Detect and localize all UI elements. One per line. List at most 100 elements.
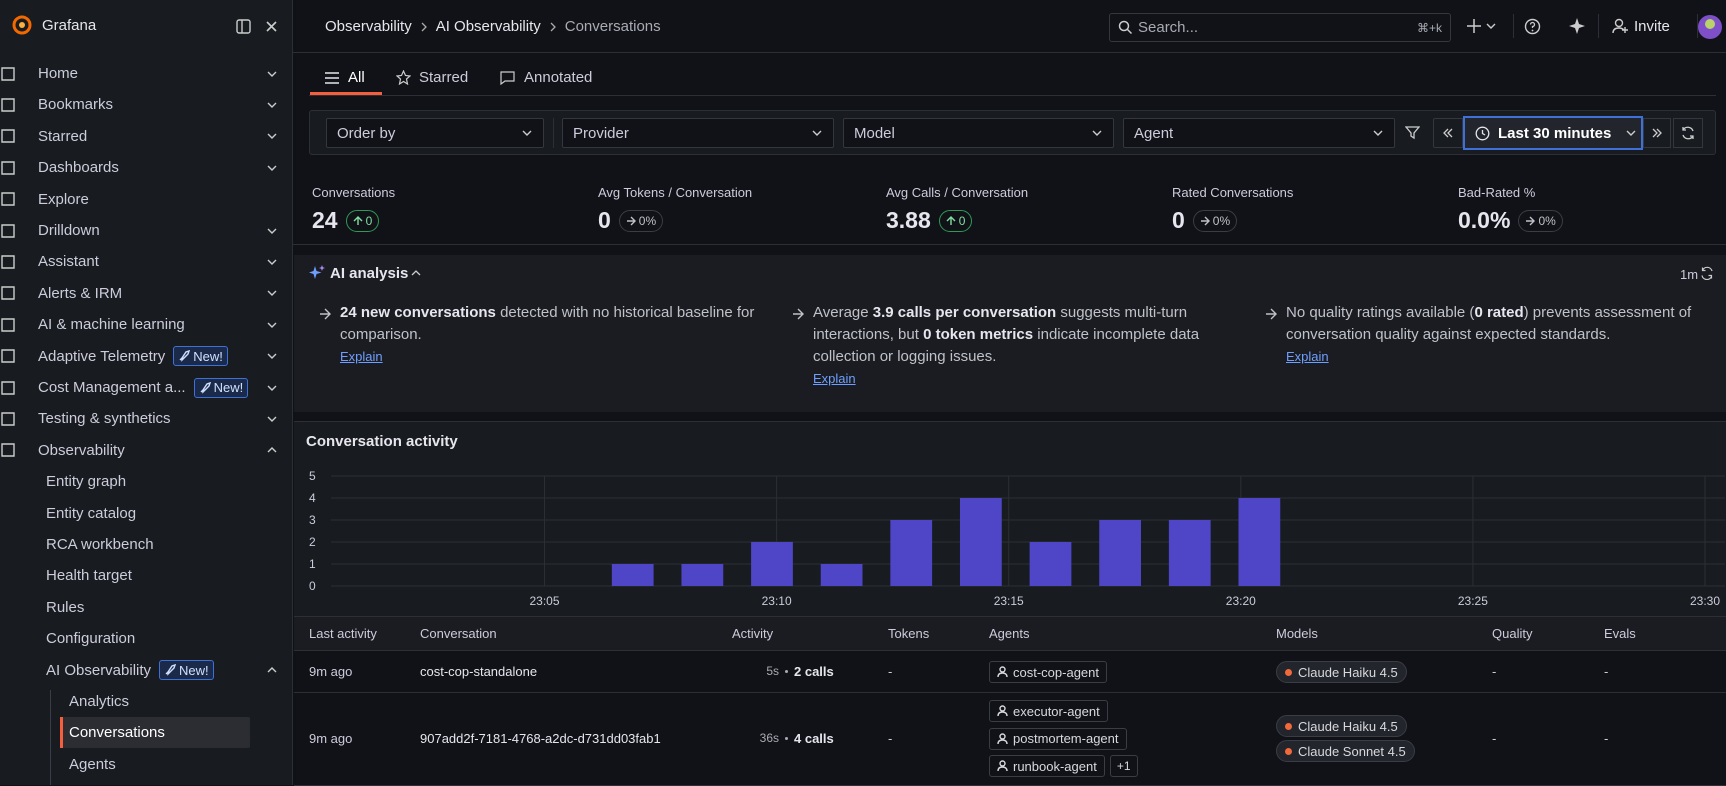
nav-label: AI Observability [46,661,152,679]
rocket-icon [200,381,211,394]
nav-item[interactable]: Explore [0,184,292,215]
nav-label: Health target [46,567,132,585]
ai-analysis-title[interactable]: AI analysis [330,265,409,282]
nav-item[interactable]: Analytics [0,686,292,717]
select-label: Agent [1134,124,1174,142]
agent-tag[interactable]: runbook-agent [989,755,1105,777]
nav-item[interactable]: Assistant [0,246,292,277]
chevron [1373,130,1383,136]
tab-icon [396,70,411,85]
separator [550,22,556,31]
time-picker[interactable]: Last 30 minutes [1463,116,1643,150]
search-box[interactable]: Search... ⌘+k [1109,13,1451,42]
calls: 4 calls [794,730,834,746]
nav-item[interactable]: Conversations [60,717,250,749]
badge: New! [159,660,214,681]
nav-item[interactable]: Alerts & IRM [0,278,292,309]
filter-button[interactable] [1405,125,1420,140]
refresh-analysis[interactable] [1700,266,1714,280]
avatar[interactable] [1697,14,1723,40]
nav-item[interactable]: Health target [0,560,292,591]
agent-tag[interactable]: executor-agent [989,700,1108,722]
shift-forward-button[interactable] [1643,118,1671,148]
nav-item[interactable]: Configuration [0,623,292,654]
y-tick-label: 2 [309,535,316,549]
refresh-button[interactable] [1673,118,1703,148]
nav-item[interactable]: Cost Management a... New! [0,372,292,403]
assistant-button[interactable] [1569,17,1587,35]
stat-value: 3.88 [886,207,931,233]
collapse-chevron[interactable] [411,268,421,278]
breadcrumb[interactable]: AI Observability [435,18,541,35]
chart-title: Conversation activity [306,433,458,450]
tab[interactable]: All [348,69,365,86]
nav-item[interactable]: Drilldown [0,215,292,246]
column-header: Quality [1492,626,1533,641]
bar [681,564,724,586]
agent-tag[interactable]: cost-cop-agent [989,661,1107,683]
stat-change: 0% [618,209,664,232]
shift-back-button[interactable] [1433,118,1463,148]
tab[interactable]: Annotated [524,69,593,86]
nav-item[interactable]: Bookmarks [0,89,292,120]
stat-label: Bad-Rated % [1458,185,1536,200]
evals: - [1604,664,1609,679]
nav-item[interactable]: Starred [0,121,292,152]
up-arrow [353,215,363,225]
icon-path [267,447,277,453]
nav-item[interactable]: AI Observability New! [0,655,292,686]
nav-icon [1,255,15,269]
x-tick-label: 23:25 [1458,594,1488,608]
right-arrow [1200,216,1210,225]
column-header: Activity [732,626,774,641]
model-select[interactable]: Model [843,118,1114,148]
invite-button[interactable]: Invite [1634,18,1670,35]
icon-path [179,350,191,362]
more-agents[interactable]: +1 [1109,755,1138,777]
nav-item[interactable]: Home [0,58,292,89]
bar [1168,520,1211,586]
explain-link[interactable]: Explain [813,371,856,386]
agent-tag[interactable]: postmortem-agent [989,727,1127,750]
new-button[interactable] [1467,17,1499,35]
nav-item[interactable]: Testing & synthetics [0,403,292,434]
conversation-id[interactable]: cost-cop-standalone [420,664,538,679]
nav-label: Home [38,65,79,82]
nav-item[interactable]: Observability [0,435,292,466]
order-by-select[interactable]: Order by [326,118,544,148]
insight-text: Average [813,304,873,321]
tab[interactable]: Starred [419,69,469,86]
nav-item[interactable]: Agents [0,749,292,780]
explain-link[interactable]: Explain [1286,349,1329,364]
help-button[interactable] [1524,18,1541,35]
nav-item[interactable]: Dashboards [0,152,292,183]
nav-item[interactable]: AI & machine learning [0,309,292,340]
bar [1099,520,1142,586]
agent-name: postmortem-agent [1013,731,1119,746]
icon-path [946,215,956,225]
icon-path [1,129,15,143]
nav-item[interactable]: RCA workbench [0,529,292,560]
quality: - [1492,664,1497,679]
conversation-id[interactable]: 907add2f-7181-4768-a2dc-d731dd03fab1 [420,730,661,746]
nav-item[interactable]: Entity catalog [0,498,292,529]
nav-label: Agents [69,755,116,773]
stat-label: Avg Calls / Conversation [886,185,1029,200]
explain-link[interactable]: Explain [340,349,383,364]
nav-label: Analytics [69,693,130,710]
insight-text: 0 token metrics [923,326,1034,343]
breadcrumb[interactable]: Observability [325,18,412,35]
ai-analysis-panel [294,255,1726,412]
agent-select[interactable]: Agent [1123,118,1395,148]
nav-label: Testing & synthetics [38,410,171,428]
provider-select[interactable]: Provider [562,118,834,148]
badge: New! [173,346,228,367]
nav-item[interactable]: Entity graph [0,466,292,497]
nav-icon [1,160,15,175]
nav-item[interactable]: Adaptive Telemetry New! [0,341,292,372]
nav-item[interactable]: Rules [0,592,292,623]
nav-label: Starred [38,127,88,145]
icon-path [320,308,331,320]
dock-button[interactable] [236,19,251,34]
close-button[interactable] [265,20,278,33]
